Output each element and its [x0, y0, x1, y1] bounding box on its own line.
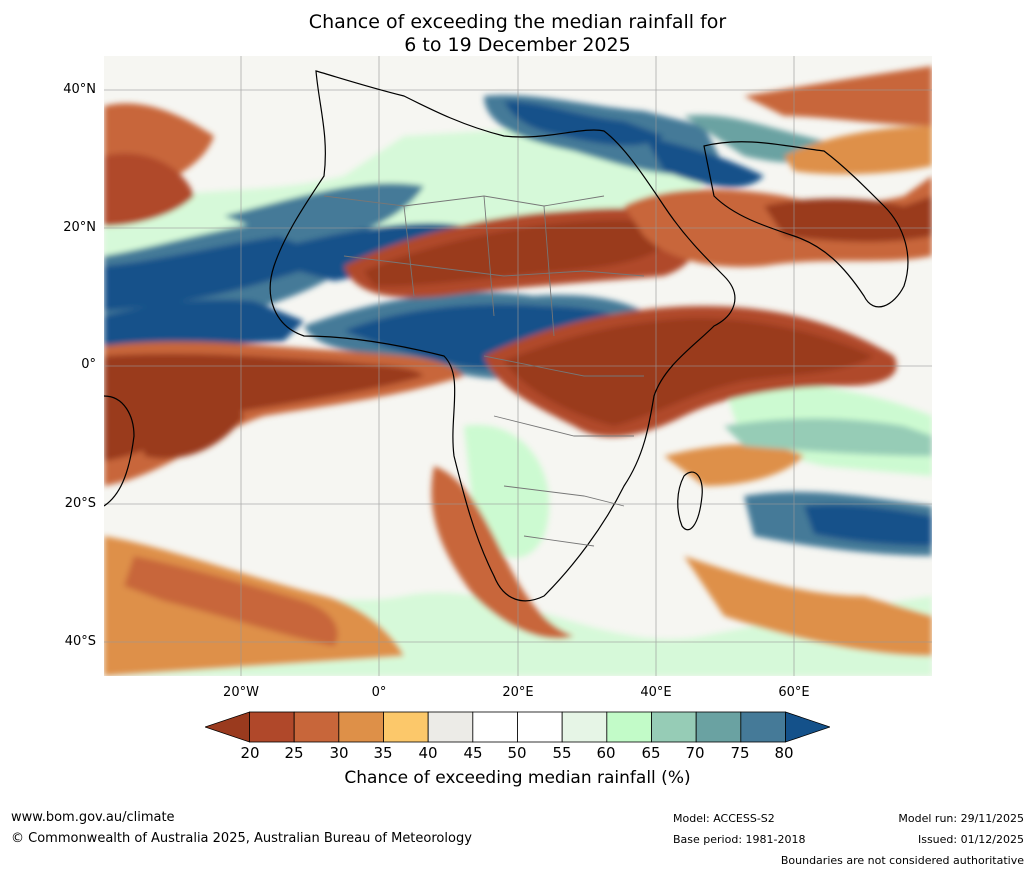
chart-title-line-1: Chance of exceeding the median rainfall … — [308, 11, 727, 33]
footer-model-run: Model run: 29/11/2025 — [898, 812, 1024, 825]
colorbar-segment — [249, 711, 295, 743]
colorbar-tick: 75 — [730, 744, 750, 762]
colorbar-tick: 80 — [774, 744, 794, 762]
colorbar-tick: 30 — [329, 744, 349, 762]
colorbar-arrow-high — [785, 711, 830, 743]
colorbar-label: Chance of exceeding median rainfall (%) — [344, 768, 691, 788]
footer-issued: Issued: 01/12/2025 — [917, 833, 1024, 846]
footer-copyright: © Commonwealth of Australia 2025, Austra… — [11, 831, 472, 846]
lon-label-60E: 60°E — [778, 685, 810, 700]
colorbar-tick: 45 — [463, 744, 483, 762]
colorbar-tick: 65 — [641, 744, 661, 762]
colorbar-segment — [383, 711, 429, 743]
colorbar-segment — [606, 711, 652, 743]
colorbar-tick: 70 — [685, 744, 705, 762]
colorbar-segment — [740, 711, 786, 743]
colorbar-segment — [338, 711, 384, 743]
footer-base-period: Base period: 1981-2018 — [673, 833, 806, 846]
lon-label-40E: 40°E — [640, 685, 672, 700]
colorbar-tick: 20 — [240, 744, 260, 762]
lon-label-20E: 20°E — [502, 685, 534, 700]
lon-label-20W: 20°W — [223, 685, 259, 700]
colorbar-tick: 35 — [373, 744, 393, 762]
colorbar-segment — [293, 711, 340, 743]
colorbar-segment — [651, 711, 697, 743]
country-borders — [323, 195, 645, 547]
colorbar-segment — [695, 711, 742, 743]
rainfall-probability-map — [104, 56, 932, 676]
footer-website[interactable]: www.bom.gov.au/climate — [11, 810, 175, 825]
colorbar-tick: 50 — [507, 744, 527, 762]
colorbar-segment — [561, 711, 608, 743]
colorbar-segment — [517, 711, 563, 743]
lat-label-20N: 20°N — [63, 220, 96, 235]
colorbar-tick: 60 — [596, 744, 616, 762]
colorbar-tick: 55 — [552, 744, 572, 762]
footer-model: Model: ACCESS-S2 — [673, 812, 775, 825]
colorbar-arrow-low — [205, 711, 250, 743]
footer-disclaimer: Boundaries are not considered authoritat… — [780, 854, 1024, 867]
coastline — [104, 70, 909, 602]
colorbar-tick: 25 — [284, 744, 304, 762]
lat-label-40N: 40°N — [63, 82, 96, 97]
probability-field — [104, 66, 932, 676]
colorbar-segment — [472, 711, 518, 743]
colorbar-tick: 40 — [418, 744, 438, 762]
lat-label-20S: 20°S — [64, 496, 96, 511]
chart-title-line-2: 6 to 19 December 2025 — [404, 34, 631, 56]
lat-label-40S: 40°S — [64, 634, 96, 649]
graticule — [104, 56, 932, 676]
colorbar — [205, 711, 830, 743]
colorbar-segment — [427, 711, 474, 743]
map-canvas — [104, 56, 932, 676]
lon-label-0: 0° — [371, 685, 387, 700]
lat-label-0: 0° — [81, 357, 96, 372]
